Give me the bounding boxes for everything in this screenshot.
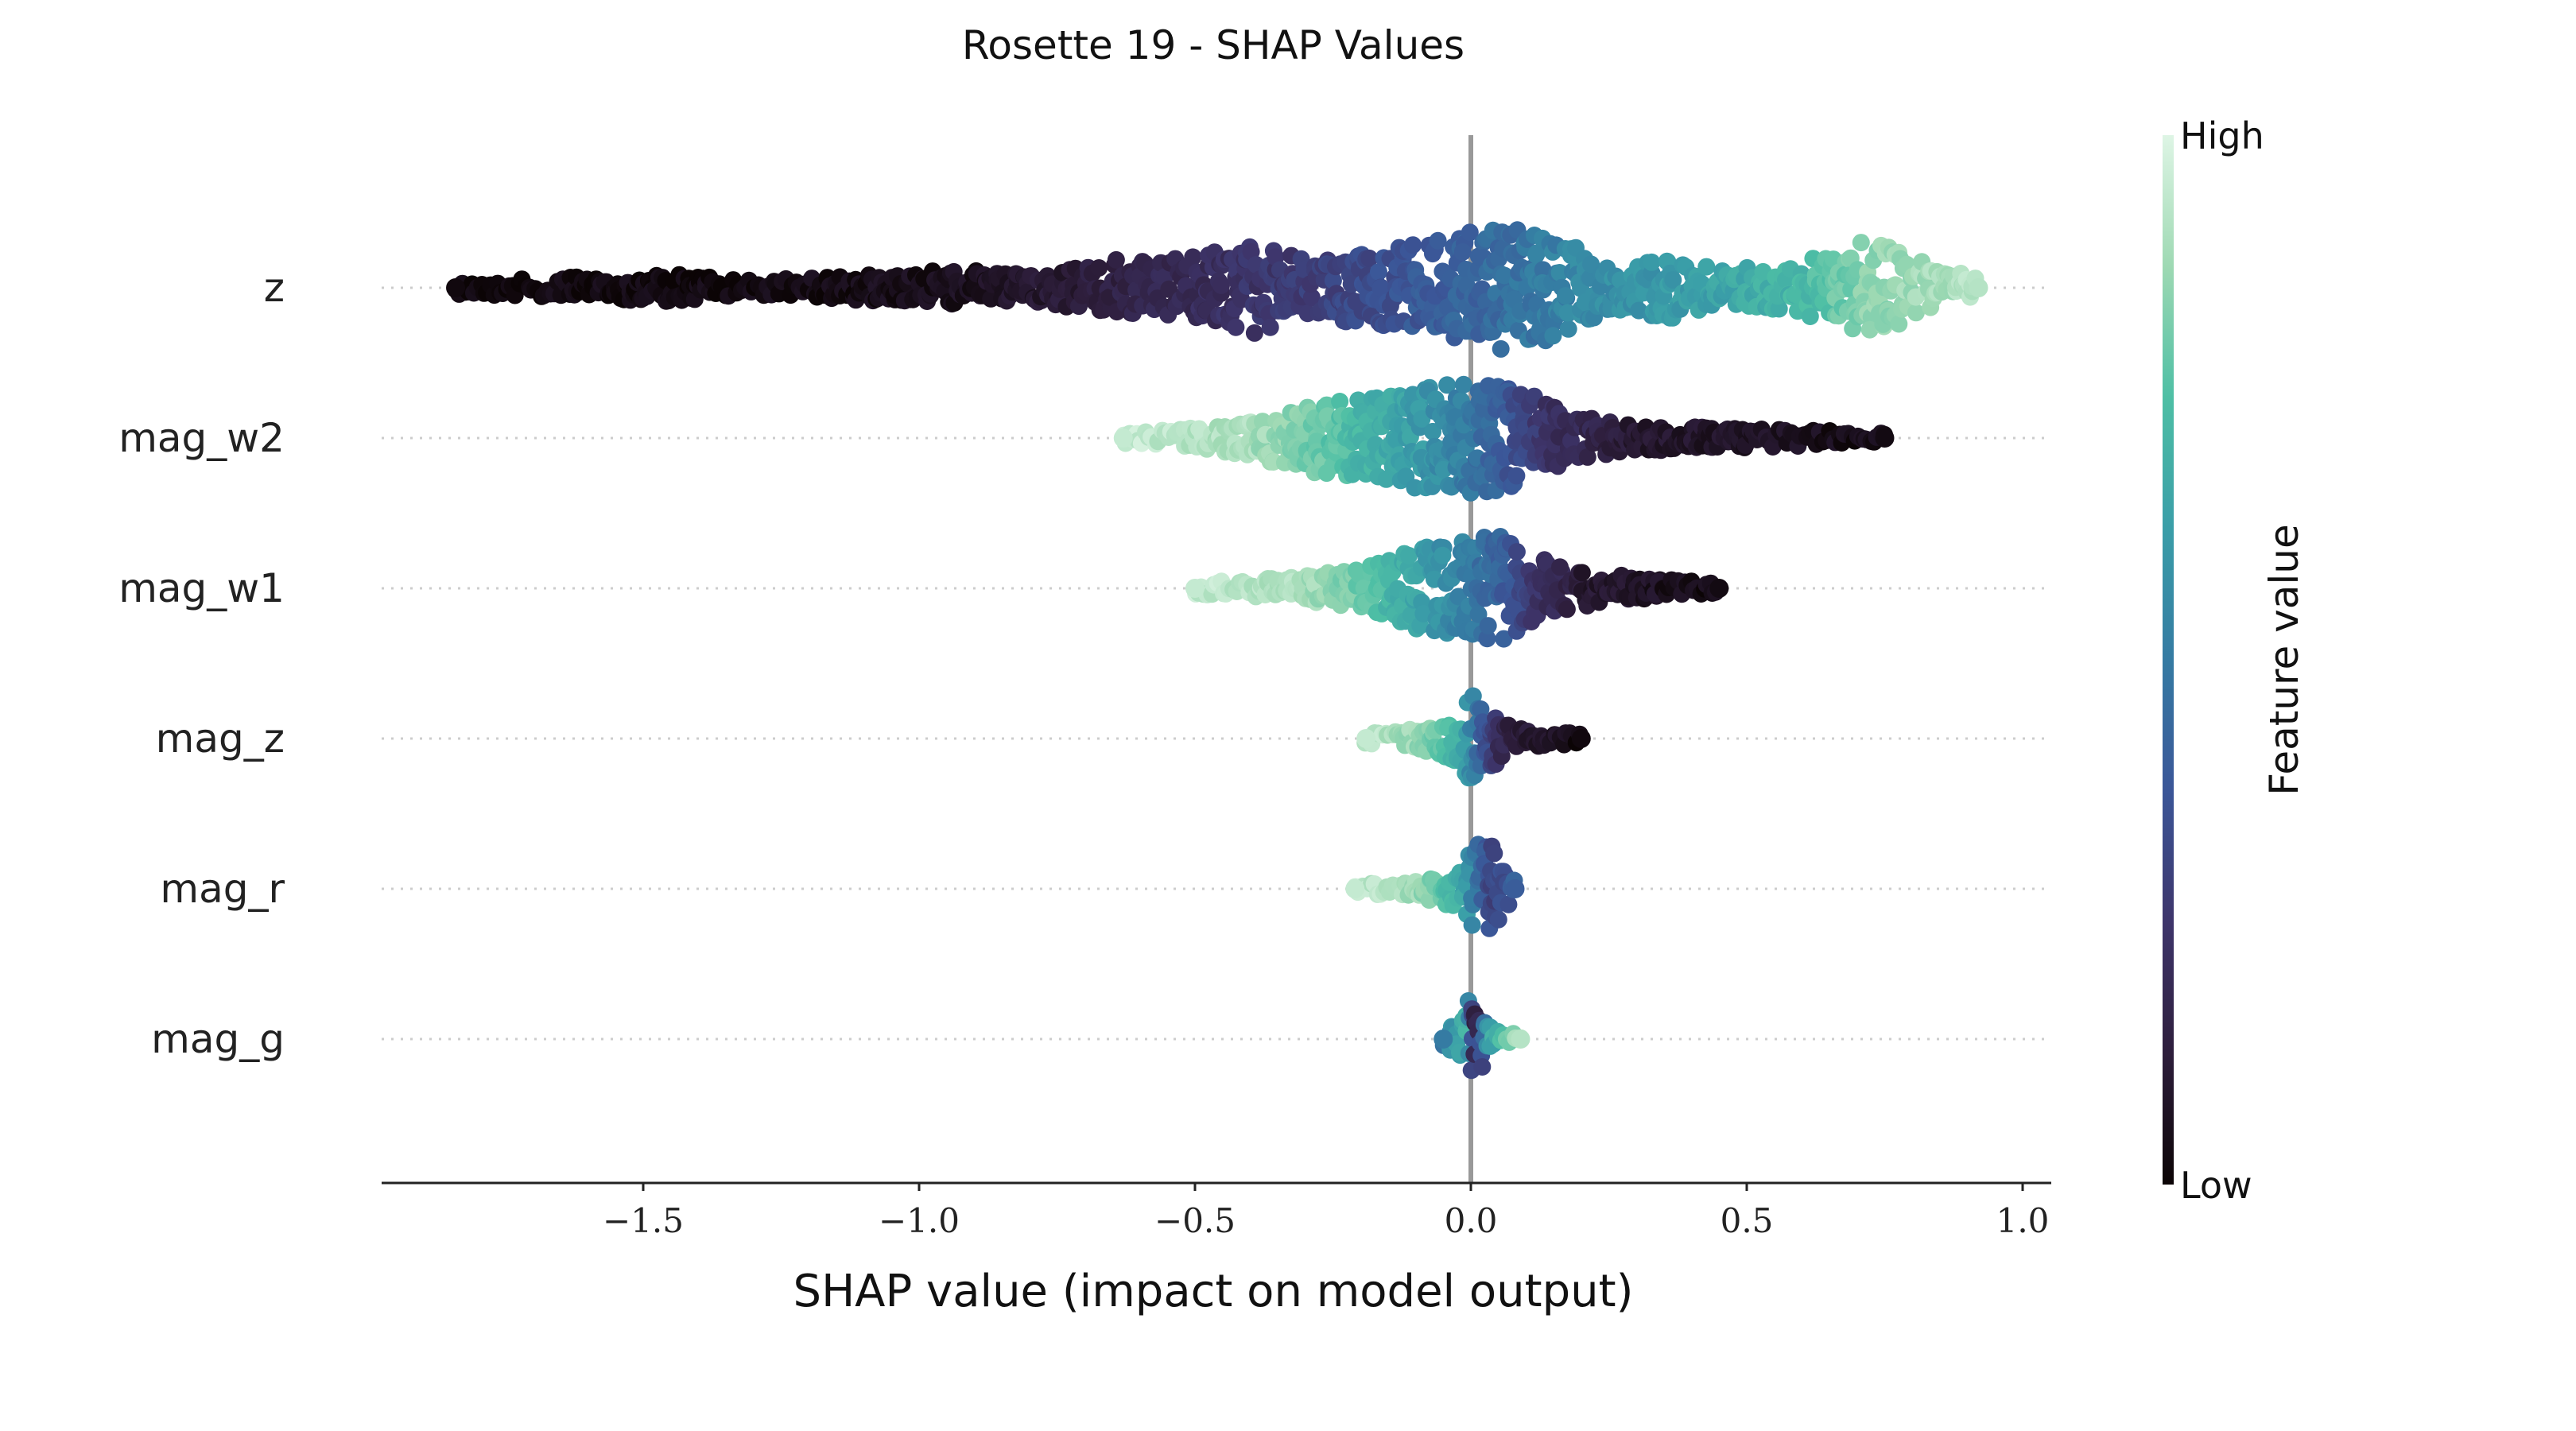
shap-point <box>1113 429 1133 448</box>
shap-point <box>1454 375 1472 394</box>
shap-point <box>1324 271 1342 289</box>
shap-point <box>1370 263 1387 281</box>
shap-point <box>1528 244 1546 262</box>
shap-point <box>1453 243 1472 261</box>
feature-label-mag-r: mag_r <box>160 866 285 912</box>
colorbar-title: Feature value <box>2261 524 2307 795</box>
x-tick-label: 1.0 <box>1996 1201 2050 1240</box>
shap-point <box>1534 261 1552 279</box>
shap-point <box>1495 630 1513 648</box>
shap-point <box>1461 223 1479 242</box>
shap-point <box>1489 910 1507 929</box>
shap-point <box>1438 376 1457 394</box>
shap-point <box>1890 315 1908 333</box>
shap-point <box>1472 700 1490 718</box>
shap-point <box>1860 320 1879 339</box>
shap-point <box>1907 304 1925 322</box>
shap-point <box>1511 1030 1530 1049</box>
shap-point <box>1573 564 1591 582</box>
x-tick-label: −0.5 <box>1154 1201 1236 1240</box>
feature-label-mag-z: mag_z <box>156 716 285 762</box>
shap-point <box>1643 253 1661 271</box>
shap-point <box>1505 879 1525 898</box>
feature-label-mag-w2: mag_w2 <box>118 415 285 461</box>
shap-point <box>1801 308 1819 325</box>
shap-point <box>1433 1030 1453 1049</box>
shap-point <box>1473 1058 1492 1076</box>
x-tick-label: −1.0 <box>879 1201 960 1240</box>
shap-point <box>1557 287 1575 305</box>
shap-point <box>1852 234 1870 252</box>
colorbar-low-label: Low <box>2180 1164 2252 1207</box>
shap-point <box>1578 448 1596 466</box>
colorbar <box>2163 135 2174 1185</box>
shap-point <box>1479 617 1497 635</box>
x-tick-label: −1.5 <box>603 1201 684 1240</box>
x-tick-label: 0.5 <box>1721 1201 1774 1240</box>
shap-point <box>1496 266 1514 285</box>
shap-point <box>1664 271 1682 289</box>
shap-point <box>1160 280 1178 298</box>
shap-point <box>1090 259 1108 277</box>
shap-point <box>1770 300 1788 318</box>
feature-label-mag-w1: mag_w1 <box>118 565 285 611</box>
shap-point <box>1400 546 1418 564</box>
shap-point <box>1185 579 1205 598</box>
shap-point <box>1404 236 1422 254</box>
scatter-points <box>446 221 1988 1080</box>
shap-point <box>1875 429 1895 448</box>
shap-point <box>1478 630 1496 648</box>
shap-point <box>1429 231 1447 250</box>
shap-point <box>1558 600 1576 619</box>
shap-point <box>1356 729 1376 748</box>
shap-point <box>1302 289 1321 307</box>
shap-point <box>1424 422 1442 440</box>
shap-point <box>1184 248 1202 266</box>
shap-point <box>1969 278 1988 297</box>
feature-label-mag-g: mag_g <box>151 1016 285 1062</box>
shap-point <box>1107 250 1125 269</box>
shap-point <box>1227 318 1245 336</box>
shap-point <box>1212 276 1230 294</box>
shap-point <box>1469 605 1488 623</box>
shap-point <box>1254 413 1271 431</box>
x-axis-ticks: −1.5 −1.0 −0.5 0.0 0.5 1.0 <box>603 1183 2049 1240</box>
shap-point <box>1485 844 1503 863</box>
x-axis-label: SHAP value (impact on model output) <box>793 1266 1634 1317</box>
shap-point <box>1507 467 1526 485</box>
shap-point <box>1261 318 1279 336</box>
shap-point <box>1433 546 1452 564</box>
chart-title: Rosette 19 - SHAP Values <box>962 22 1465 68</box>
colorbar-high-label: High <box>2180 114 2264 157</box>
feature-label-z: z <box>264 265 285 311</box>
shap-point <box>1507 543 1526 561</box>
feature-labels: z mag_w2 mag_w1 mag_z mag_r mag_g <box>118 265 285 1062</box>
shap-point <box>1331 393 1349 410</box>
feature-guide-lines <box>382 286 2051 1041</box>
shap-point <box>1562 432 1580 450</box>
shap-point <box>1345 879 1365 898</box>
shap-point <box>1571 729 1591 748</box>
shap-point <box>1371 279 1390 297</box>
shap-point <box>1499 895 1518 913</box>
shap-point <box>1360 249 1379 267</box>
shap-point <box>1559 320 1577 338</box>
shap-point <box>446 278 466 297</box>
shap-point <box>1550 264 1569 281</box>
shap-point <box>1245 324 1263 342</box>
shap-point <box>1697 258 1716 276</box>
shap-point <box>1492 339 1510 358</box>
shap-point <box>1709 579 1729 598</box>
shap-point <box>1551 558 1569 576</box>
shap-point <box>1463 916 1481 934</box>
shap-point <box>1544 327 1562 345</box>
x-tick-label: 0.0 <box>1445 1201 1498 1240</box>
